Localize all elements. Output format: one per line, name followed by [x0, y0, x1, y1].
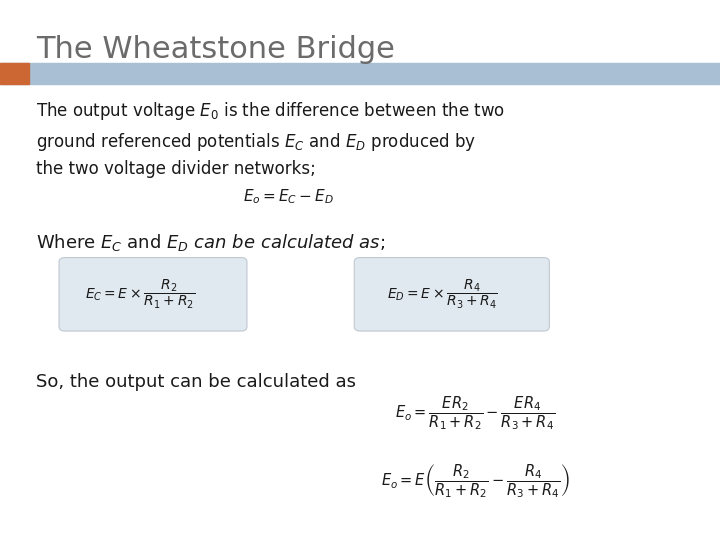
Text: $E_C = E \times \dfrac{R_2}{R_1 + R_2}$: $E_C = E \times \dfrac{R_2}{R_1 + R_2}$ — [85, 278, 196, 311]
Text: Where $E_C$ and $E_D$ $\it{can\ be\ calculated\ as;}$: Where $E_C$ and $E_D$ $\it{can\ be\ calc… — [36, 232, 385, 253]
Text: The output voltage $E_0$ is the difference between the two
ground referenced pot: The output voltage $E_0$ is the differen… — [36, 100, 505, 178]
Bar — [0, 63, 720, 84]
Text: $E_o = E\left(\dfrac{R_2}{R_1 + R_2} - \dfrac{R_4}{R_3 + R_4}\right)$: $E_o = E\left(\dfrac{R_2}{R_1 + R_2} - \… — [381, 462, 570, 500]
Bar — [0, 63, 29, 84]
Text: $E_D = E \times \dfrac{R_4}{R_3 + R_4}$: $E_D = E \times \dfrac{R_4}{R_3 + R_4}$ — [387, 278, 498, 311]
FancyBboxPatch shape — [59, 258, 247, 331]
Text: So, the output can be calculated as: So, the output can be calculated as — [36, 373, 356, 390]
Text: $\mathbf{\it{E_o}} = \mathbf{\it{E_C}} - \mathbf{\it{E_D}}$: $\mathbf{\it{E_o}} = \mathbf{\it{E_C}} -… — [243, 188, 333, 206]
FancyBboxPatch shape — [354, 258, 549, 331]
Text: $E_o = \dfrac{ER_2}{R_1 + R_2} - \dfrac{ER_4}{R_3 + R_4}$: $E_o = \dfrac{ER_2}{R_1 + R_2} - \dfrac{… — [395, 394, 555, 432]
Text: The Wheatstone Bridge: The Wheatstone Bridge — [36, 35, 395, 64]
